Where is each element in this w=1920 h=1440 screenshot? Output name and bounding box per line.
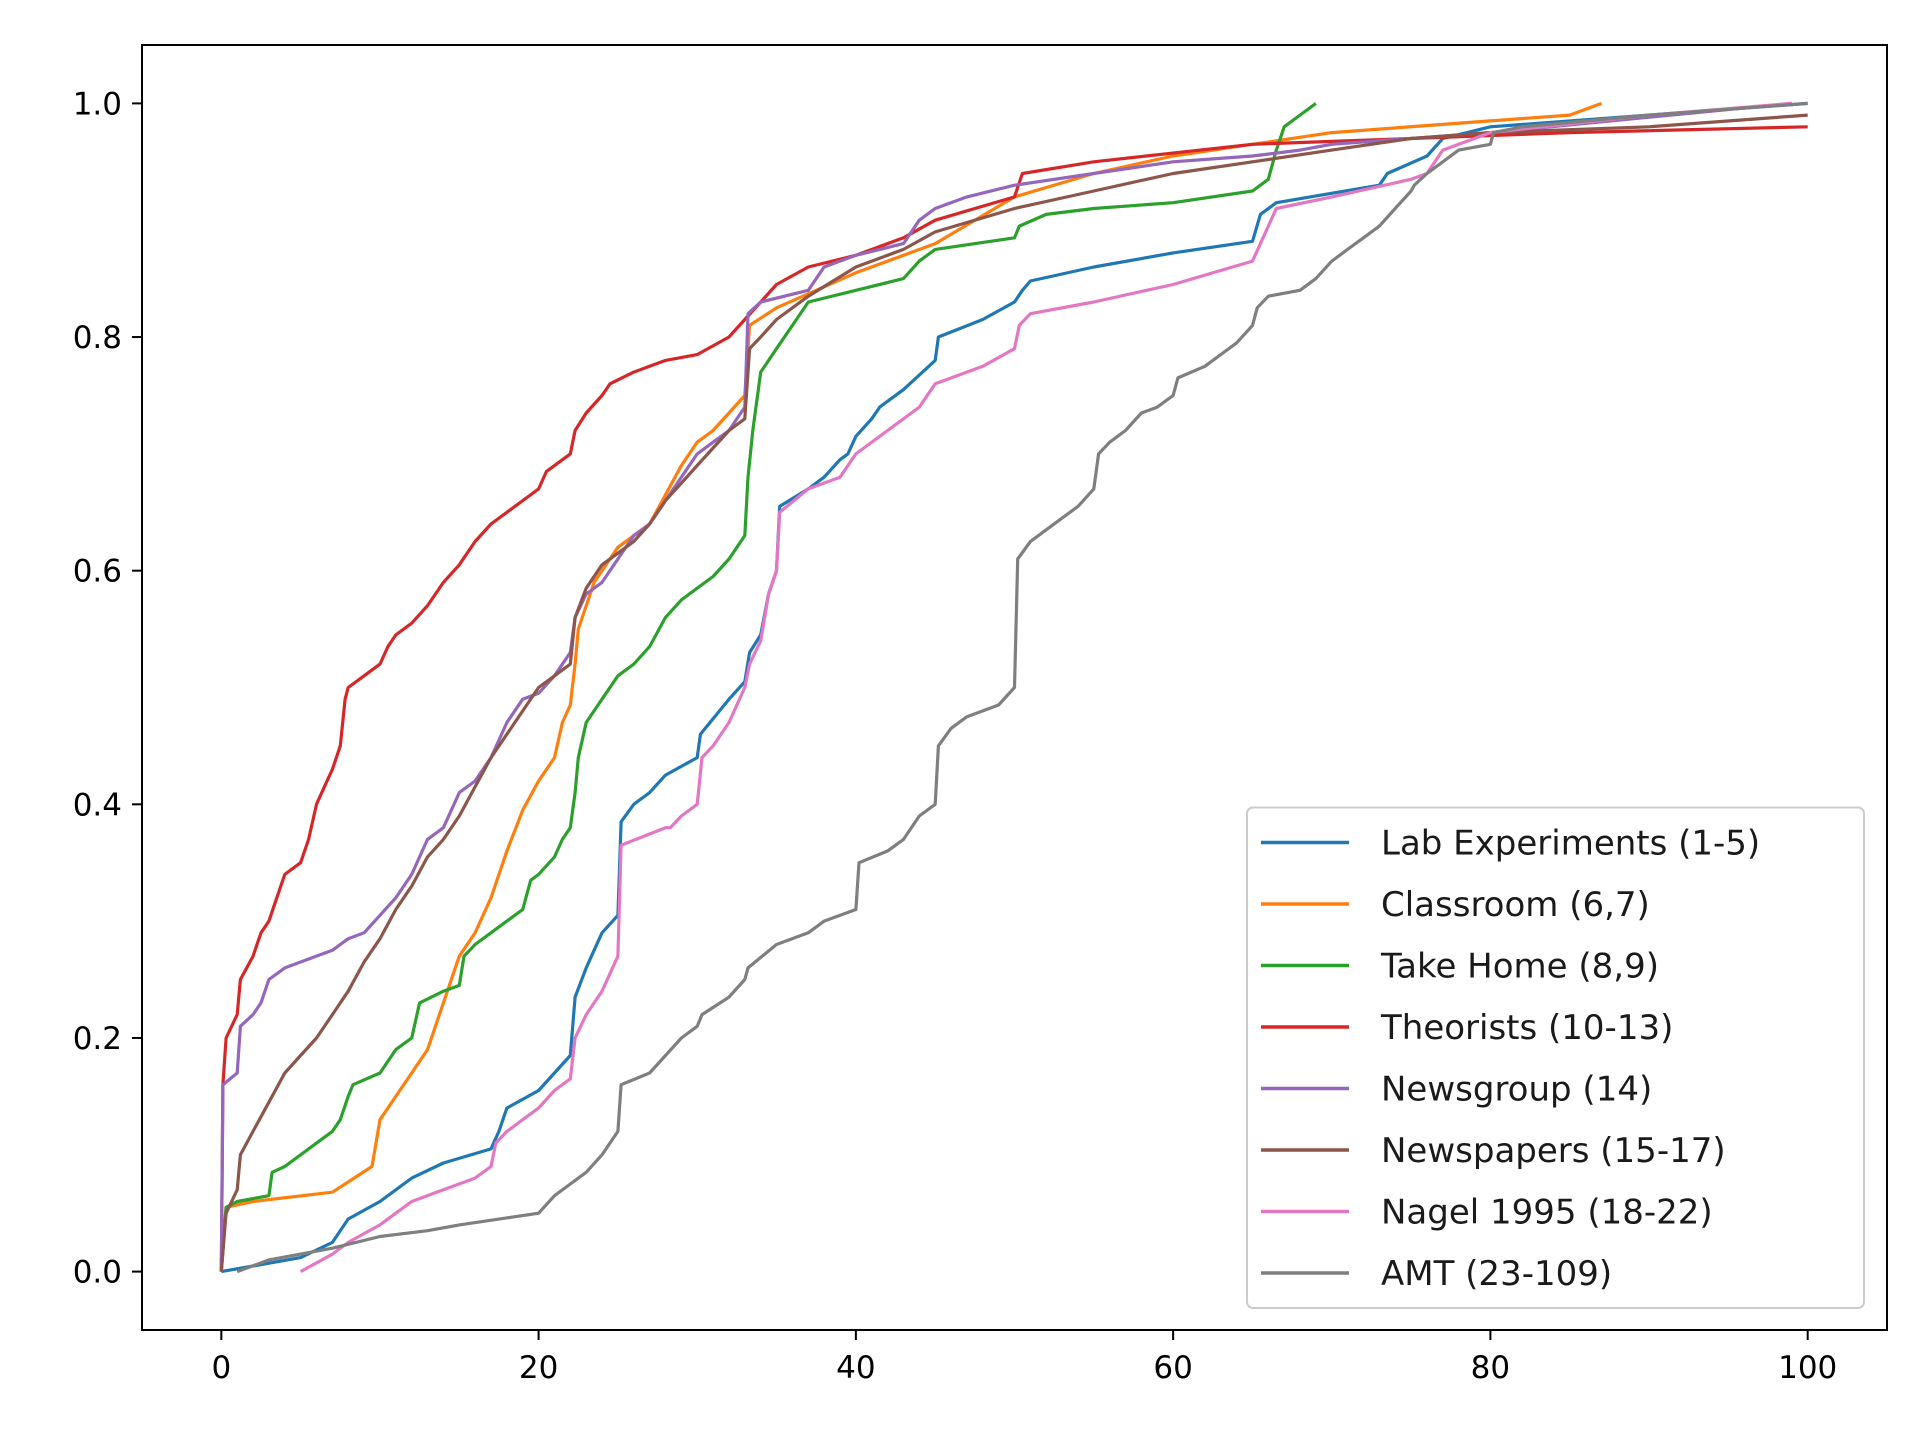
x-tick-label: 80 bbox=[1471, 1350, 1510, 1386]
x-tick-label: 100 bbox=[1778, 1350, 1837, 1386]
series-line-4 bbox=[219, 101, 1792, 1272]
series-line-7 bbox=[236, 101, 1808, 1274]
legend-label: AMT (23-109) bbox=[1381, 1254, 1612, 1294]
y-tick-label: 0.6 bbox=[73, 554, 122, 590]
y-tick-label: 0.0 bbox=[73, 1255, 122, 1291]
series-line-3 bbox=[219, 125, 1808, 1272]
series-layer bbox=[219, 101, 1808, 1274]
y-tick-label: 0.8 bbox=[73, 320, 122, 356]
legend: Lab Experiments (1-5) Classroom (6,7) Take… bbox=[1246, 806, 1865, 1309]
x-tick-label: 20 bbox=[519, 1350, 558, 1386]
legend-label: Theorists (10-13) bbox=[1380, 1008, 1673, 1048]
legend-label: Newspapers (15-17) bbox=[1381, 1131, 1726, 1171]
plot-frame bbox=[141, 44, 1888, 1331]
series-line-5 bbox=[219, 113, 1808, 1272]
x-tick-label: 60 bbox=[1153, 1350, 1192, 1386]
series-line-2 bbox=[219, 102, 1317, 1272]
x-tick-label: 0 bbox=[211, 1350, 231, 1386]
series-line-1 bbox=[219, 101, 1603, 1272]
legend-label: Lab Experiments (1-5) bbox=[1381, 824, 1760, 864]
y-axis: 0.0 0.2 0.4 0.6 0.8 1.0 bbox=[73, 86, 142, 1291]
legend-box bbox=[1246, 806, 1865, 1309]
y-tick-label: 1.0 bbox=[73, 86, 122, 122]
y-tick-label: 0.4 bbox=[73, 787, 122, 823]
legend-label: Take Home (8,9) bbox=[1380, 947, 1659, 987]
x-axis: 0 20 40 60 80 100 bbox=[211, 1330, 1837, 1386]
x-tick-label: 40 bbox=[836, 1350, 875, 1386]
y-tick-label: 0.2 bbox=[73, 1021, 122, 1057]
legend-label: Newsgroup (14) bbox=[1381, 1070, 1652, 1110]
legend-label: Classroom (6,7) bbox=[1381, 885, 1650, 925]
series-line-6 bbox=[299, 101, 1792, 1274]
legend-label: Nagel 1995 (18-22) bbox=[1381, 1193, 1713, 1233]
